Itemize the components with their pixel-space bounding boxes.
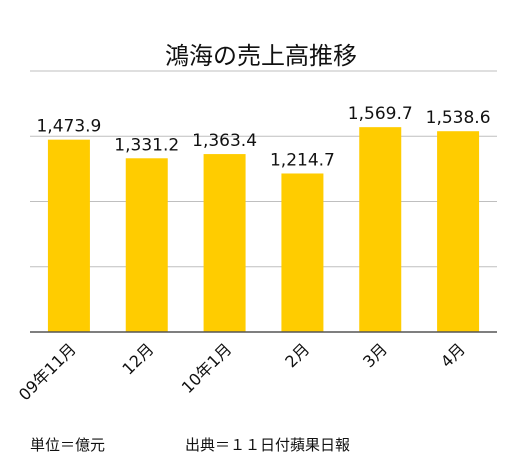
bar xyxy=(359,127,402,333)
x-tick-label: 4月 xyxy=(437,339,469,371)
bar xyxy=(47,139,90,332)
value-label: 1,331.2 xyxy=(114,135,179,155)
source-note: 出典＝１１日付蘋果日報 xyxy=(185,436,351,454)
x-tick-label: 2月 xyxy=(281,339,313,371)
bar xyxy=(125,158,168,332)
value-label: 1,473.9 xyxy=(36,117,101,137)
x-tick-label: 12月 xyxy=(118,339,157,378)
value-labels: 1,473.9 1,331.2 1,363.4 1,214.7 1,569.7 1,538… xyxy=(36,104,490,170)
bars xyxy=(47,127,480,333)
x-tick-labels: 09年11月 12月 10年1月 2月 3月 4月 xyxy=(15,339,469,404)
value-label: 1,569.7 xyxy=(348,104,413,124)
unit-note: 単位＝億元 xyxy=(30,436,106,454)
x-tick-label: 10年1月 xyxy=(178,339,236,397)
bar xyxy=(281,173,324,332)
chart-title: 鴻海の売上高推移 xyxy=(165,42,357,70)
bar xyxy=(437,131,480,332)
gridlines xyxy=(30,70,497,268)
value-label: 1,214.7 xyxy=(270,150,335,170)
x-tick-label: 3月 xyxy=(359,339,391,371)
value-label: 1,363.4 xyxy=(192,131,257,151)
x-tick-label: 09年11月 xyxy=(15,339,80,404)
value-label: 1,538.6 xyxy=(426,108,491,128)
bar xyxy=(203,154,246,332)
